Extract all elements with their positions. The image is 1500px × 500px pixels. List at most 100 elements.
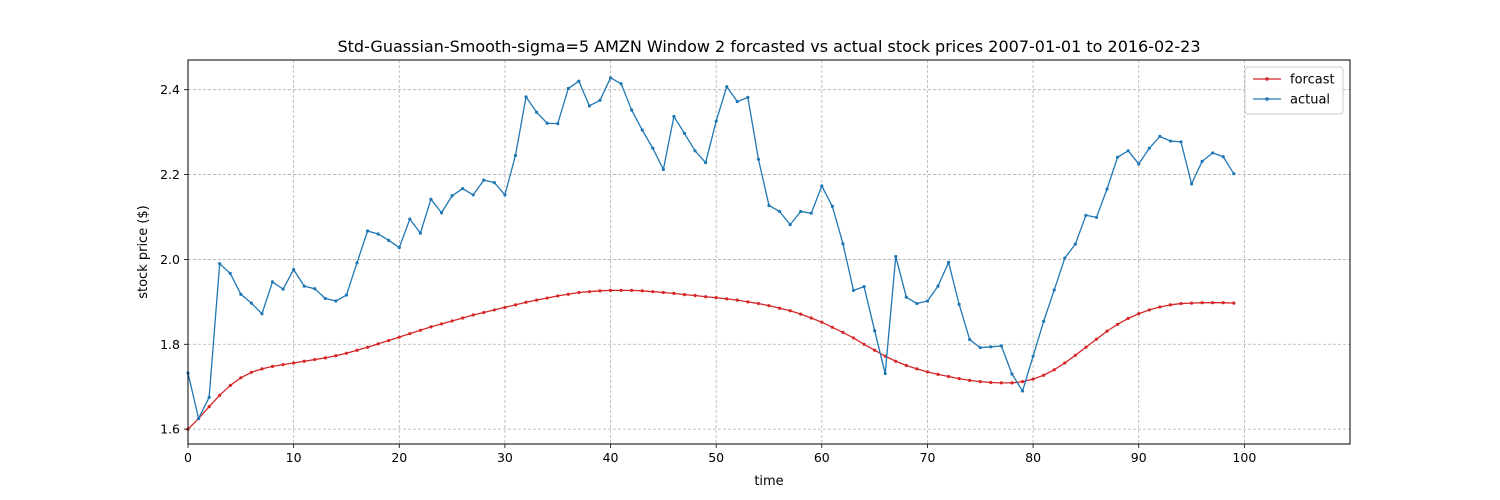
plot-frame: [187, 59, 1351, 445]
data-point-actual: [1073, 242, 1077, 246]
y-tick-label: 2.2: [160, 167, 180, 182]
data-point-forcast: [746, 300, 750, 304]
data-point-actual: [471, 193, 475, 197]
data-point-actual: [999, 344, 1004, 348]
data-point-forcast: [1084, 345, 1088, 349]
data-point-actual: [682, 131, 687, 136]
data-point-actual: [672, 114, 676, 119]
data-point-actual: [513, 153, 518, 158]
data-point-actual: [450, 194, 454, 198]
data-point-actual: [1232, 172, 1236, 176]
series-line-actual: [187, 77, 1235, 420]
data-point-actual: [978, 346, 982, 350]
data-point-forcast: [915, 367, 919, 371]
data-point-actual: [894, 254, 898, 259]
x-tick-label: 90: [1131, 450, 1147, 465]
data-point-actual: [640, 128, 644, 132]
data-point-forcast: [598, 289, 602, 293]
data-point-forcast: [397, 335, 401, 339]
x-axis-label: time: [754, 474, 783, 489]
legend: forcast actual: [1244, 66, 1344, 115]
data-point-actual: [1010, 372, 1014, 376]
data-point-forcast: [334, 354, 338, 358]
data-point-actual: [439, 211, 444, 215]
data-point-forcast: [503, 305, 507, 309]
data-point-forcast: [513, 303, 518, 307]
data-point-forcast: [714, 296, 718, 300]
data-point-actual: [355, 261, 359, 265]
data-point-actual: [830, 204, 834, 208]
data-point-actual: [1211, 151, 1215, 155]
data-point-forcast: [524, 300, 528, 304]
y-tick-label: 2.4: [160, 82, 180, 97]
data-point-actual: [260, 312, 264, 316]
data-point-actual: [777, 209, 782, 214]
data-point-actual: [809, 211, 813, 215]
data-point-actual: [1137, 162, 1141, 166]
x-tick-label: 30: [497, 450, 513, 465]
data-point-forcast: [756, 301, 761, 306]
data-point-forcast: [968, 378, 972, 382]
data-point-actual: [344, 293, 349, 297]
data-point-forcast: [735, 298, 739, 302]
data-point-forcast: [355, 348, 359, 352]
data-point-forcast: [1116, 322, 1120, 326]
data-point-actual: [841, 242, 845, 246]
y-axis-label: stock price ($): [136, 205, 151, 299]
data-point-forcast: [1052, 368, 1056, 372]
data-point-forcast: [1031, 377, 1035, 381]
data-point-forcast: [894, 359, 898, 363]
data-point-forcast: [292, 361, 296, 365]
data-point-actual: [387, 238, 391, 242]
data-point-actual: [249, 301, 253, 305]
data-point-forcast: [830, 325, 834, 329]
data-point-forcast: [376, 342, 380, 346]
data-point-actual: [1020, 389, 1025, 393]
data-point-forcast: [725, 297, 729, 301]
data-point-forcast: [429, 325, 433, 329]
data-point-forcast: [313, 357, 317, 362]
data-point-forcast: [1158, 305, 1162, 309]
data-point-actual: [1031, 354, 1035, 358]
data-point-actual: [989, 345, 993, 349]
data-point-forcast: [799, 312, 803, 316]
data-point-forcast: [365, 345, 370, 349]
data-point-actual: [608, 76, 613, 80]
data-point-actual: [693, 149, 697, 153]
data-point-forcast: [418, 328, 422, 332]
axis-ticks: 0 10 20 30 40 50 60 70 80 90 100 1.6 1.8 2.0 2.2 2.4: [160, 82, 1256, 465]
data-point-actual: [313, 287, 317, 291]
data-point-forcast: [777, 306, 782, 310]
data-point-forcast: [587, 290, 592, 294]
data-point-forcast: [820, 320, 824, 324]
y-tick-label: 1.8: [160, 337, 180, 352]
data-point-forcast: [946, 374, 951, 379]
data-point-actual: [767, 203, 771, 208]
data-point-forcast: [249, 370, 253, 374]
data-point-forcast: [556, 294, 560, 298]
data-point-actual: [704, 161, 708, 165]
data-point-actual: [587, 104, 592, 108]
data-point-actual: [397, 245, 401, 250]
data-point-forcast: [260, 367, 264, 371]
data-point-forcast: [1020, 380, 1025, 384]
data-point-forcast: [640, 289, 644, 293]
data-point-forcast: [1094, 337, 1099, 341]
chart-title: Std-Guassian-Smooth-sigma=5 AMZN Window …: [337, 37, 1200, 56]
data-point-actual: [714, 119, 718, 123]
data-point-forcast: [1137, 312, 1141, 316]
data-point-actual: [1189, 182, 1194, 186]
data-point-actual: [946, 260, 951, 264]
data-point-actual: [799, 209, 803, 214]
data-point-actual: [524, 95, 528, 99]
x-tick-label: 40: [603, 450, 619, 465]
data-point-actual: [429, 197, 433, 201]
data-point-forcast: [936, 372, 940, 377]
data-point-actual: [556, 122, 560, 126]
data-point-forcast: [851, 336, 856, 340]
data-point-actual: [418, 231, 422, 235]
data-point-actual: [735, 99, 739, 104]
data-point-actual: [598, 98, 602, 102]
data-point-forcast: [577, 290, 581, 295]
